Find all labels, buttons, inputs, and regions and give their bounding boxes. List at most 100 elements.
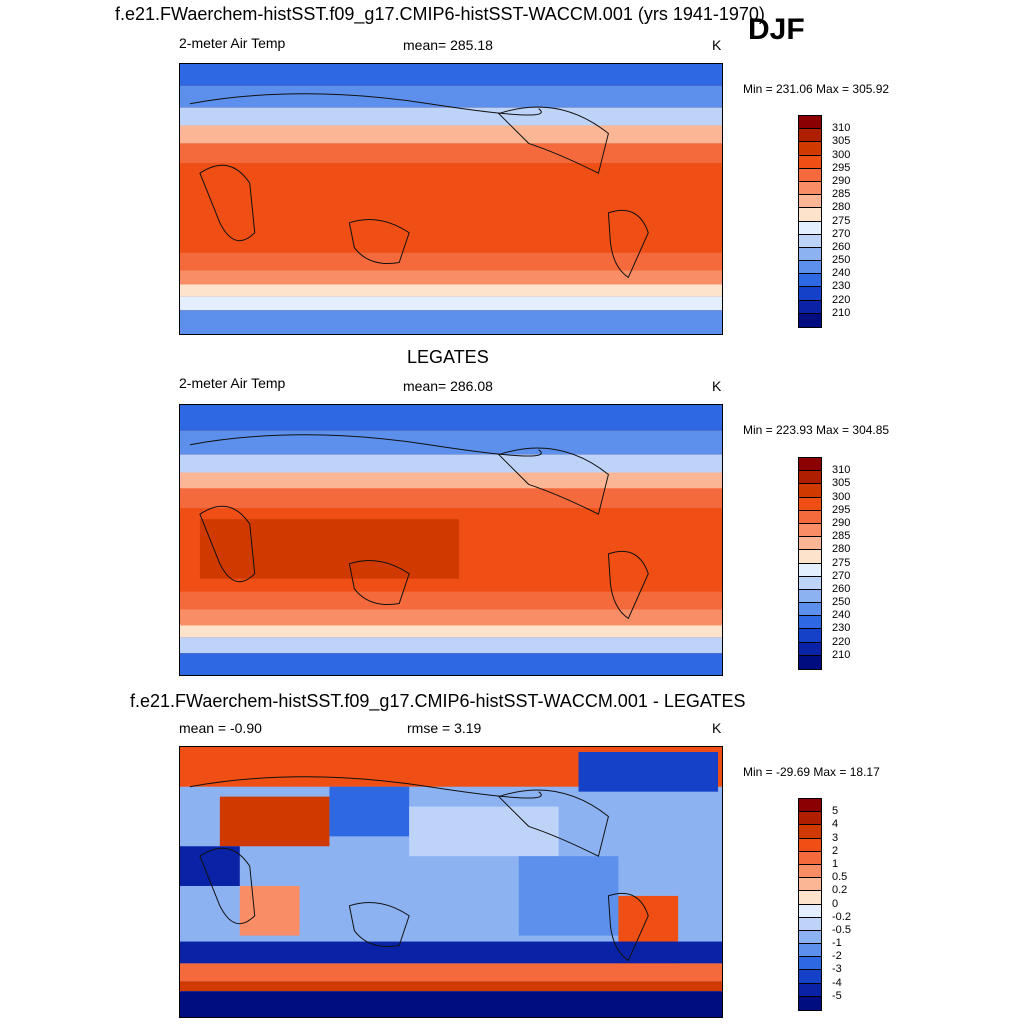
colorbar-segment [799,944,821,958]
colorbar-tick-label: 220 [832,635,851,648]
colorbar-tick-label: -1 [832,937,842,950]
colorbar-tick-label: 250 [832,596,851,609]
colorbar-segment [799,313,821,327]
colorbar-tick-label: 260 [832,240,851,253]
colorbar-segment [799,181,821,196]
colorbar-tick-label: 300 [832,148,851,161]
colorbar-tick-label: 4 [832,818,839,831]
colorbar-segment [799,471,821,485]
figure-title: f.e21.FWaerchem-histSST.f09_g17.CMIP6-hi… [115,4,765,24]
colorbar-tick-label: 240 [832,267,851,280]
colorbar-tick-label: -5 [832,989,842,1002]
panel2-units-label: K [712,378,722,394]
colorbar-tick-label: 275 [832,214,851,227]
colorbar-segment [799,234,821,248]
colorbar-segment [799,523,821,538]
colorbar-segment [799,851,821,865]
colorbar-segment [799,799,821,813]
colorbar-tick-label: 285 [832,530,851,543]
colorbar-tick-label: 295 [832,503,851,516]
colorbar-tick-label: -0.2 [832,910,851,923]
colorbar-segment [799,917,821,931]
colorbar-segment [799,497,821,511]
panel3-map [179,746,723,1018]
colorbar-tick-label: 5 [832,805,839,818]
colorbar-segment [799,563,821,577]
colorbar-segment [799,616,821,630]
colorbar-tick-label: -2 [832,950,842,963]
panel2-mean-label: mean= 286.08 [403,378,493,394]
panel3-title: f.e21.FWaerchem-histSST.f09_g17.CMIP6-hi… [130,691,746,711]
panel2-colorbar [798,457,822,670]
colorbar-segment [799,300,821,314]
panel2-title: LEGATES [407,347,489,367]
colorbar-tick-label: 310 [832,464,851,477]
colorbar-segment [799,576,821,590]
colorbar-segment [799,168,821,182]
colorbar-tick-label: 1 [832,857,839,870]
colorbar-tick-label: 305 [832,477,851,490]
colorbar-segment [799,603,821,617]
panel1-colorbar [798,115,822,328]
colorbar-tick-label: 2 [832,844,839,857]
colorbar-segment [799,155,821,169]
panel1-variable-label: 2-meter Air Temp [179,35,286,51]
colorbar-tick-label: 210 [832,648,851,661]
colorbar-segment [799,642,821,656]
colorbar-segment [799,996,821,1010]
colorbar-segment [799,221,821,235]
colorbar-segment [799,878,821,892]
colorbar-tick-label: 0.2 [832,884,848,897]
colorbar-tick-label: 290 [832,516,851,529]
colorbar-tick-label: 290 [832,174,851,187]
colorbar-tick-label: -3 [832,963,842,976]
colorbar-tick-label: 240 [832,609,851,622]
colorbar-tick-label: 250 [832,254,851,267]
colorbar-tick-label: 210 [832,306,851,319]
colorbar-segment [799,274,821,288]
panel3-units-label: K [712,720,722,736]
colorbar-segment [799,116,821,130]
colorbar-segment [799,261,821,275]
panel3-minmax: Min = -29.69 Max = 18.17 [743,765,880,779]
colorbar-segment [799,537,821,551]
colorbar-segment [799,864,821,879]
colorbar-segment [799,904,821,918]
colorbar-tick-label: 280 [832,543,851,556]
colorbar-tick-label: 260 [832,582,851,595]
panel3-mean-label: mean = -0.90 [179,720,262,736]
colorbar-tick-label: 285 [832,188,851,201]
colorbar-segment [799,838,821,852]
colorbar-segment [799,484,821,498]
colorbar-segment [799,812,821,826]
colorbar-tick-label: 230 [832,280,851,293]
colorbar-tick-label: -4 [832,976,842,989]
colorbar-segment [799,510,821,524]
colorbar-segment [799,287,821,301]
panel1-units-label: K [712,37,722,53]
colorbar-tick-label: 270 [832,227,851,240]
panel2-map-graphic [180,405,722,675]
panel3-map-graphic [180,747,722,1017]
colorbar-segment [799,142,821,156]
panel1-map-graphic [180,64,722,334]
colorbar-segment [799,825,821,839]
season-label: DJF [748,13,805,46]
panel2-minmax: Min = 223.93 Max = 304.85 [743,423,890,437]
colorbar-tick-label: 280 [832,201,851,214]
panel3-colorbar [798,798,822,1011]
panel3-rmse-label: rmse = 3.19 [407,720,482,736]
panel2-variable-label: 2-meter Air Temp [179,375,286,391]
colorbar-segment [799,458,821,472]
colorbar-segment [799,970,821,984]
colorbar-segment [799,129,821,143]
colorbar-tick-label: 0 [832,897,839,910]
colorbar-tick-label: 0.5 [832,871,848,884]
colorbar-tick-label: 305 [832,135,851,148]
colorbar-tick-label: 300 [832,490,851,503]
panel1-mean-label: mean= 285.18 [403,37,493,53]
colorbar-segment [799,891,821,905]
colorbar-segment [799,629,821,643]
colorbar-segment [799,589,821,604]
colorbar-segment [799,983,821,997]
